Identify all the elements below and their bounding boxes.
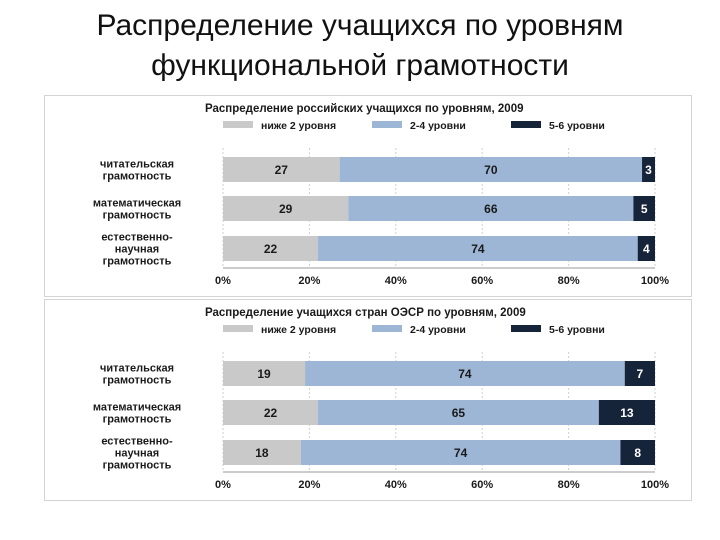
bar-value-label: 74: [471, 242, 485, 256]
bar-value-label: 70: [484, 163, 498, 177]
bar-segment: [348, 196, 634, 221]
legend-swatch: [511, 121, 541, 128]
bar-value-label: 4: [643, 242, 650, 256]
category-label: грамотность: [103, 460, 172, 472]
legend-label: ниже 2 уровня: [261, 324, 336, 336]
bar-segment: [223, 361, 306, 386]
category-label: естественно-: [101, 232, 173, 244]
legend-label: 2-4 уровни: [410, 324, 466, 336]
bar-value-label: 74: [454, 446, 468, 460]
x-tick-label: 60%: [471, 275, 493, 287]
legend-label: 5-6 уровни: [549, 120, 605, 132]
category-label: читательская: [100, 363, 174, 375]
bar-segment: [223, 236, 319, 261]
bar-value-label: 22: [264, 242, 278, 256]
bar-segment: [339, 157, 643, 182]
x-tick-label: 40%: [385, 275, 407, 287]
chart-title: Распределение российских учащихся по уро…: [205, 103, 524, 115]
x-tick-label: 100%: [641, 479, 669, 491]
legend-label: ниже 2 уровня: [261, 120, 336, 132]
chart-russia: Распределение российских учащихся по уро…: [93, 103, 669, 287]
category-label: грамотность: [103, 256, 172, 268]
x-tick-label: 0%: [215, 275, 231, 287]
category-label: грамотность: [103, 414, 172, 426]
x-tick-label: 20%: [298, 479, 320, 491]
bar-segment: [598, 400, 655, 425]
bar-segment: [318, 236, 638, 261]
chart-oecd: Распределение учащихся стран ОЭСР по уро…: [93, 307, 669, 491]
bar-value-label: 66: [484, 202, 498, 216]
category-label: грамотность: [103, 210, 172, 222]
bar-segment: [624, 361, 655, 386]
legend-swatch: [372, 121, 402, 128]
category-label: математическая: [93, 198, 181, 210]
category-label: естественно-: [101, 436, 173, 448]
bar-segment: [223, 400, 319, 425]
category-label: грамотность: [103, 171, 172, 183]
bar-segment: [300, 440, 621, 465]
legend-swatch: [223, 121, 253, 128]
x-tick-label: 0%: [215, 479, 231, 491]
legend-label: 2-4 уровни: [410, 120, 466, 132]
category-label: научная: [115, 244, 159, 256]
bar-segment: [223, 440, 301, 465]
bar-segment: [223, 157, 340, 182]
category-label: математическая: [93, 402, 181, 414]
slide-title-line-2: функциональной грамотности: [151, 49, 569, 82]
bar-segment: [305, 361, 625, 386]
slide-title-line-1: Распределение учащихся по уровням: [96, 9, 624, 42]
legend-swatch: [511, 325, 541, 332]
bar-value-label: 18: [255, 446, 269, 460]
bar-value-label: 3: [645, 163, 652, 177]
legend-swatch: [223, 325, 253, 332]
legend-label: 5-6 уровни: [549, 324, 605, 336]
bar-value-label: 19: [257, 367, 271, 381]
bar-value-label: 74: [458, 367, 472, 381]
bar-value-label: 29: [279, 202, 293, 216]
bar-segment: [620, 440, 655, 465]
bar-value-label: 8: [634, 446, 641, 460]
bar-segment: [633, 196, 655, 221]
bar-value-label: 22: [264, 406, 278, 420]
category-label: научная: [115, 448, 159, 460]
x-tick-label: 80%: [558, 275, 580, 287]
legend-swatch: [372, 325, 402, 332]
bar-value-label: 5: [641, 202, 648, 216]
bar-value-label: 27: [275, 163, 289, 177]
x-tick-label: 100%: [641, 275, 669, 287]
bar-segment: [223, 196, 349, 221]
x-tick-label: 20%: [298, 275, 320, 287]
bar-value-label: 13: [620, 406, 634, 420]
slide-title: Распределение учащихся по уровням функци…: [0, 6, 720, 86]
x-tick-label: 60%: [471, 479, 493, 491]
x-tick-label: 80%: [558, 479, 580, 491]
chart-title: Распределение учащихся стран ОЭСР по уро…: [205, 307, 526, 319]
bar-value-label: 65: [452, 406, 466, 420]
category-label: читательская: [100, 159, 174, 171]
chart-panel-russia: Распределение российских учащихся по уро…: [44, 95, 692, 297]
bar-segment: [318, 400, 599, 425]
bar-segment: [642, 157, 655, 182]
category-label: грамотность: [103, 375, 172, 387]
chart-panel-oecd: Распределение учащихся стран ОЭСР по уро…: [44, 299, 692, 501]
bar-segment: [637, 236, 655, 261]
x-tick-label: 40%: [385, 479, 407, 491]
bar-value-label: 7: [637, 367, 644, 381]
